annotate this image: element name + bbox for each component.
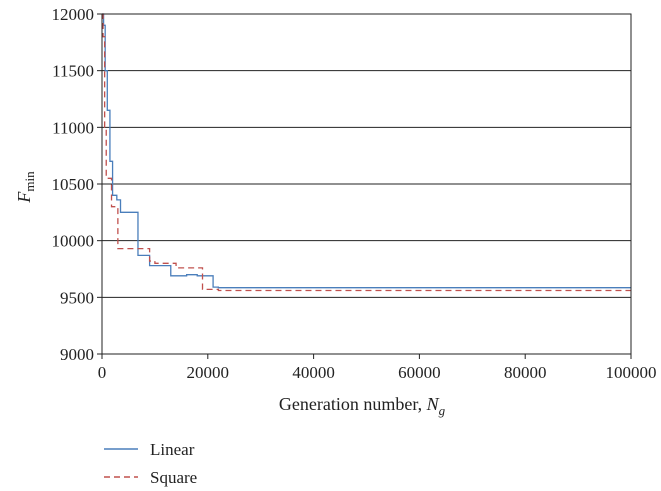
gridlines <box>102 13 631 355</box>
series-line-square <box>102 13 631 292</box>
plot-area <box>101 13 632 355</box>
y-tick-label: 12000 <box>52 5 95 24</box>
x-tick-label: 60000 <box>398 363 441 382</box>
y-tick-label: 9000 <box>60 345 94 364</box>
legend-label-linear: Linear <box>150 440 195 459</box>
series-lines <box>102 13 631 292</box>
y-tick-label: 9500 <box>60 288 94 307</box>
y-tick-label: 11500 <box>52 62 94 81</box>
x-tick-label: 80000 <box>504 363 547 382</box>
y-tick-label: 10500 <box>52 175 95 194</box>
legend-label-square: Square <box>150 468 197 487</box>
x-tick-label: 40000 <box>292 363 335 382</box>
legend: Linear Square <box>104 440 197 487</box>
x-axis-ticks: 0 20000 40000 60000 80000 100000 <box>98 354 657 382</box>
y-tick-label: 11000 <box>52 118 94 137</box>
y-axis-label: Fmin <box>14 171 37 204</box>
x-tick-label: 20000 <box>187 363 230 382</box>
x-tick-label: 0 <box>98 363 107 382</box>
x-tick-label: 100000 <box>606 363 657 382</box>
x-axis-label: Generation number, Ng <box>279 394 446 418</box>
series-line-linear <box>102 13 631 289</box>
y-tick-label: 10000 <box>52 232 95 251</box>
y-axis-ticks: 9000 9500 10000 10500 11000 11500 12000 <box>52 5 102 364</box>
